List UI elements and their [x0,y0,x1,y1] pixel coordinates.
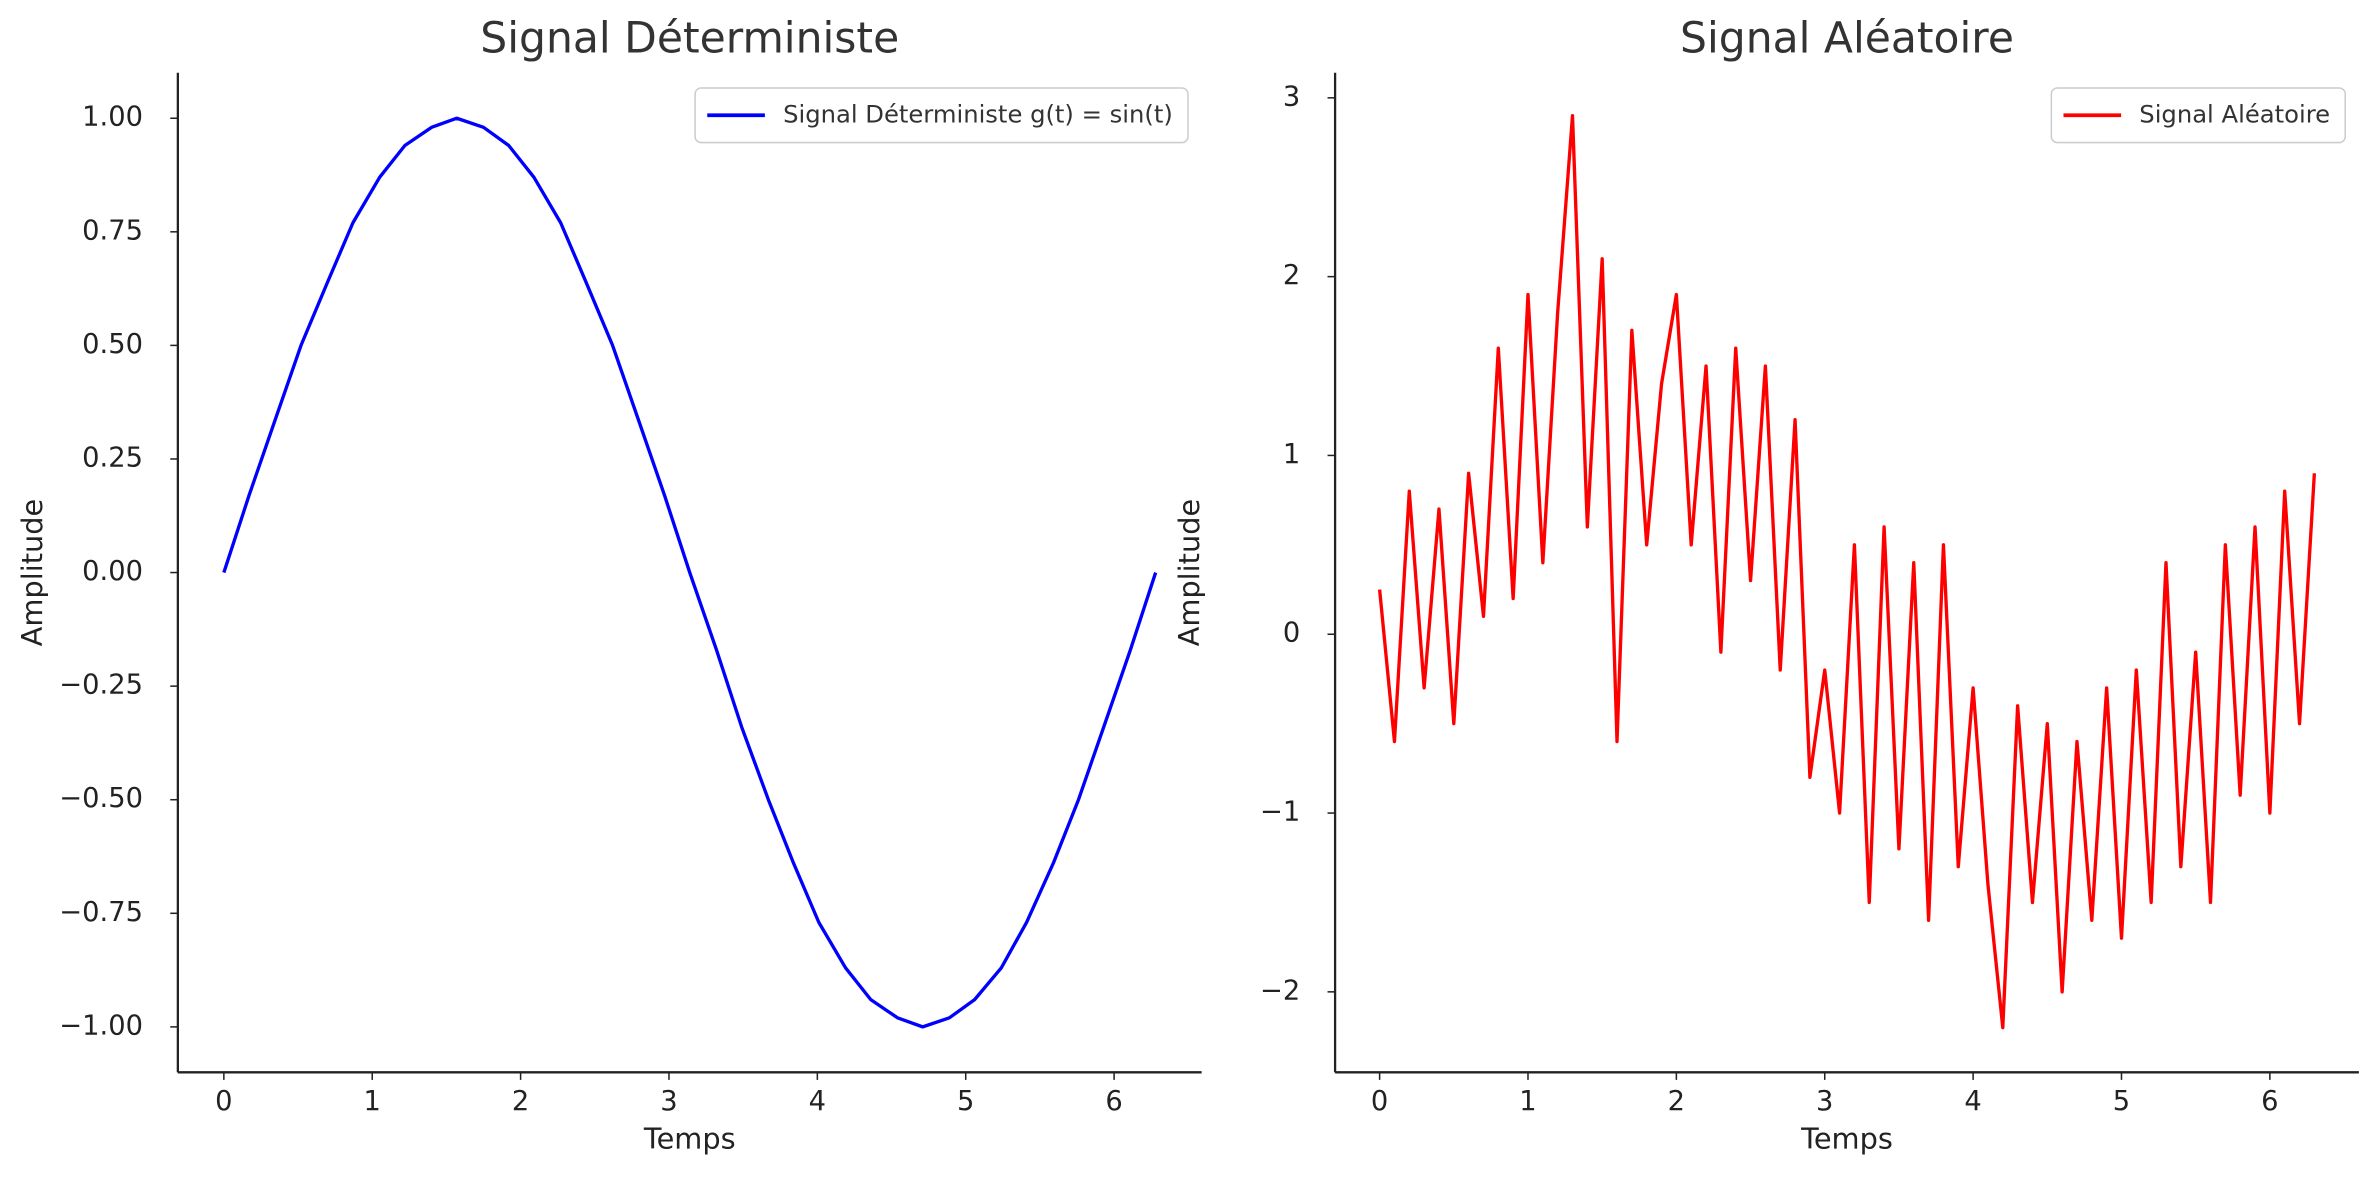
legend-label: Signal Aléatoire [2139,99,2330,128]
y-axis-label: Amplitude [15,499,49,647]
y-tick-label: 0.00 [82,556,143,587]
x-tick-label: 0 [215,1086,232,1117]
y-tick-label: 1 [1283,439,1300,470]
chart-title: Signal Déterministe [480,14,899,63]
x-axis-label: Temps [643,1122,736,1156]
data-line [222,116,1158,1029]
chart-title: Signal Aléatoire [1680,14,2014,63]
y-tick-label: −0.50 [59,783,143,814]
y-tick-label: −2 [1260,975,1300,1006]
y-tick-label: −1.00 [59,1010,143,1041]
y-tick-label: 0 [1283,618,1300,649]
x-tick-label: 2 [512,1086,529,1117]
x-tick-label: 5 [2113,1086,2130,1117]
y-tick-label: −1 [1260,797,1300,828]
legend-box [694,87,1189,144]
y-tick-label: 0.25 [82,442,143,473]
x-axis-label: Temps [1800,1122,1893,1156]
x-tick-label: 5 [957,1086,974,1117]
x-tick-label: 4 [809,1086,826,1117]
x-tick-label: 3 [1816,1086,1833,1117]
x-tick-label: 2 [1668,1086,1685,1117]
y-tick-label: 0.75 [82,215,143,246]
y-tick-label: 0.50 [82,329,143,360]
x-tick-label: 6 [1105,1086,1122,1117]
x-tick-label: 3 [660,1086,677,1117]
y-tick-label: −0.25 [59,670,143,701]
x-tick-label: 4 [1964,1086,1981,1117]
y-tick-label: −0.75 [59,897,143,928]
x-tick-label: 6 [2261,1086,2278,1117]
x-tick-label: 0 [1371,1086,1388,1117]
y-axis-label: Amplitude [1172,499,1206,647]
data-line [1377,114,2317,1030]
x-tick-label: 1 [364,1086,381,1117]
x-tick-label: 1 [1519,1086,1536,1117]
legend-label: Signal Déterministe g(t) = sin(t) [783,99,1173,128]
legend-box [2050,87,2346,144]
y-tick-label: 3 [1283,81,1300,112]
y-tick-label: 2 [1283,260,1300,291]
y-tick-label: 1.00 [82,102,143,133]
